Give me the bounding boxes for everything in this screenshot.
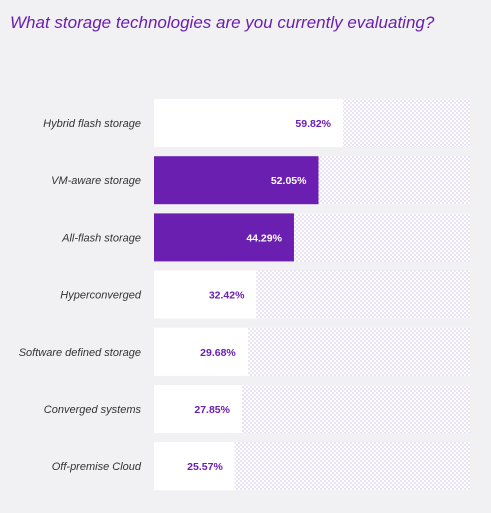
value-label: 59.82%	[295, 118, 331, 130]
chart-title: What storage technologies are you curren…	[10, 13, 435, 32]
category-label: Converged systems	[44, 404, 142, 416]
value-label: 27.85%	[194, 404, 230, 416]
category-label: VM-aware storage	[51, 175, 141, 187]
bar	[154, 385, 243, 433]
value-label: 32.42%	[209, 290, 245, 302]
bar	[154, 442, 235, 491]
category-label: Hybrid flash storage	[43, 118, 141, 130]
bar	[154, 213, 294, 262]
bar	[154, 270, 257, 319]
category-label: Off-premise Cloud	[52, 461, 142, 473]
category-label: All-flash storage	[61, 232, 141, 244]
category-label: Hyperconverged	[60, 290, 142, 302]
bar	[154, 327, 248, 376]
value-label: 29.68%	[200, 347, 236, 359]
bars-group: Hybrid flash storage 59.82% VM-aware stora…	[19, 99, 470, 491]
category-label: Software defined storage	[19, 347, 141, 359]
bar	[154, 156, 319, 205]
bar	[154, 99, 344, 147]
value-label: 25.57%	[187, 461, 223, 473]
value-label: 52.05%	[271, 175, 307, 187]
value-label: 44.29%	[246, 232, 282, 244]
